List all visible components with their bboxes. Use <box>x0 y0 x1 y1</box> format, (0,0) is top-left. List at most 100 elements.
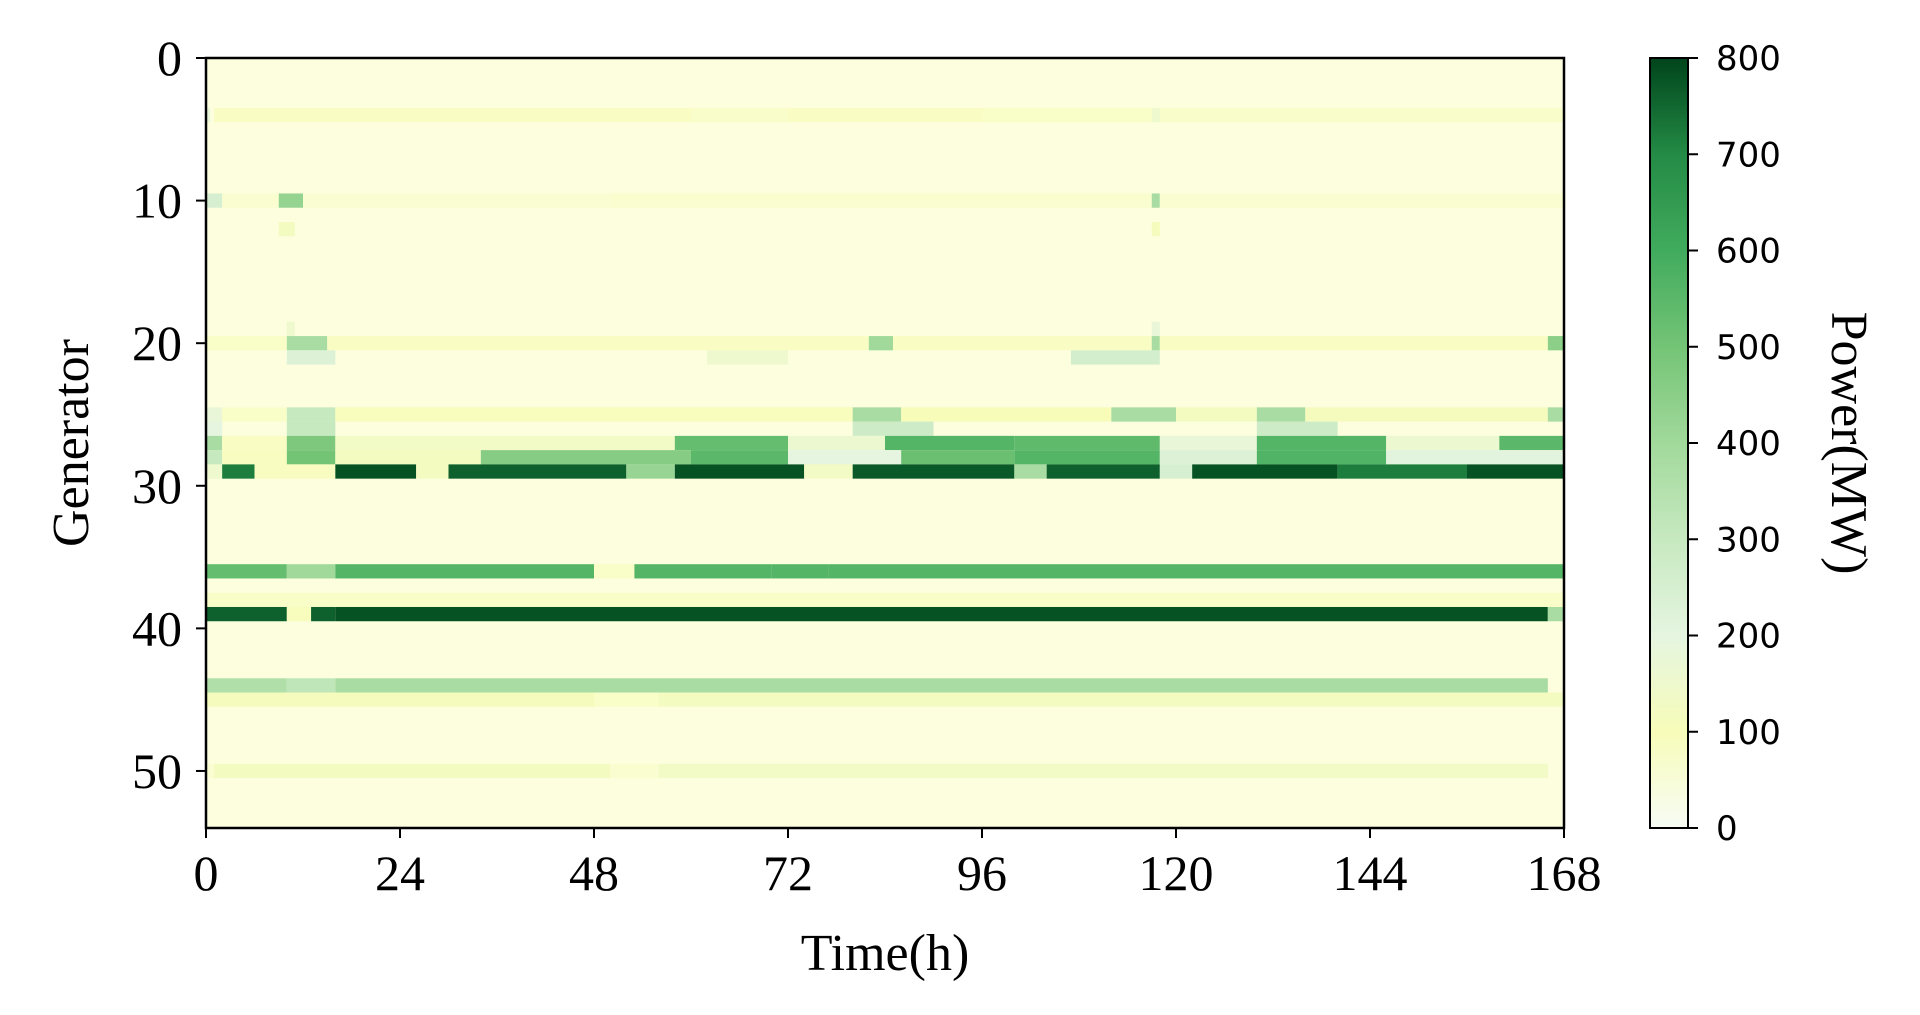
heatmap-cell <box>286 435 336 451</box>
heatmap-cell <box>788 107 982 123</box>
x-tick-label: 48 <box>569 845 619 901</box>
heatmap-cell <box>1159 336 1548 351</box>
heatmap-cell <box>828 564 1564 579</box>
heatmap-cell <box>448 464 627 479</box>
heatmap-cell <box>1547 407 1564 422</box>
heatmap-cell <box>885 435 1015 451</box>
heatmap-cell <box>634 564 772 579</box>
heatmap-cell <box>286 350 336 365</box>
heatmap-cell <box>206 606 287 622</box>
heatmap-cell <box>206 450 223 465</box>
heatmap-cell <box>1151 221 1160 237</box>
colorbar-tick-label: 0 <box>1716 809 1738 849</box>
heatmap-cell <box>311 606 336 622</box>
heatmap-cell <box>1337 464 1467 479</box>
heatmap-cell <box>674 464 805 479</box>
heatmap-cell <box>594 692 659 707</box>
heatmap-cell <box>674 435 788 451</box>
colorbar-tick-label: 700 <box>1716 135 1781 175</box>
colorbar-ticks: 0 100 200 300 400 500 600 700 800 <box>1688 39 1781 849</box>
heatmap-cell <box>335 564 594 579</box>
heatmap-cell <box>893 336 1160 351</box>
heatmap-cell <box>222 450 287 465</box>
x-tick-label: 120 <box>1139 845 1214 901</box>
heatmap-cell <box>868 336 894 351</box>
heatmap-cell <box>1159 107 1564 123</box>
heatmap-cell <box>1046 464 1160 479</box>
y-tick-label: 30 <box>132 458 182 514</box>
heatmap-cell <box>222 193 279 208</box>
heatmap-cell <box>771 564 829 579</box>
heatmap-cell <box>852 421 934 436</box>
heatmap-cell <box>1159 450 1257 465</box>
heatmap-cell <box>707 350 788 365</box>
heatmap-cell <box>206 407 223 422</box>
heatmap-cell <box>658 692 1564 707</box>
heatmap-cell <box>286 336 328 351</box>
heatmap-cell <box>286 678 336 693</box>
heatmap-cell <box>335 450 481 465</box>
heatmap-cell <box>1159 464 1193 479</box>
x-axis-title: Time(h) <box>801 925 970 982</box>
heatmap-cell <box>335 606 1548 622</box>
heatmap-cell <box>1467 464 1564 479</box>
y-tick-label: 50 <box>132 743 182 799</box>
heatmap-cell <box>480 450 691 465</box>
colorbar-tick-label: 300 <box>1716 520 1781 560</box>
heatmap-cell <box>335 435 675 451</box>
heatmap-cell <box>788 435 885 451</box>
heatmap-cell <box>1014 435 1160 451</box>
heatmap-cell <box>206 193 223 208</box>
heatmap-cell <box>1159 435 1257 451</box>
heatmap-cell <box>416 464 449 479</box>
heatmap-cell <box>1499 435 1564 451</box>
heatmap-cell <box>691 450 788 465</box>
heatmap-cell <box>286 606 312 622</box>
heatmap-cell <box>1386 450 1564 465</box>
heatmap-cell <box>1111 407 1176 422</box>
y-axis-ticks: 0 10 20 30 40 50 <box>132 30 206 799</box>
heatmap-cell <box>286 321 295 337</box>
y-axis-title: Generator <box>43 339 100 547</box>
heatmap-cell <box>222 464 255 479</box>
y-tick-label: 40 <box>132 600 182 656</box>
heatmap-cell <box>1176 407 1257 422</box>
heatmap-cell <box>1547 336 1564 351</box>
heatmap-cell <box>206 464 223 479</box>
x-tick-label: 144 <box>1333 845 1408 901</box>
heatmap-cell <box>788 450 902 465</box>
heatmap-cell <box>222 435 287 451</box>
heatmap-cell <box>626 464 675 479</box>
heatmap-cell <box>1256 421 1338 436</box>
x-axis-ticks: 0 24 48 72 96 120 144 168 <box>194 828 1602 901</box>
heatmap-cell <box>982 107 1160 123</box>
y-tick-label: 0 <box>157 30 182 86</box>
x-tick-label: 96 <box>957 845 1007 901</box>
colorbar-tick-label: 800 <box>1716 39 1781 79</box>
colorbar-tick-label: 600 <box>1716 232 1781 272</box>
x-tick-label: 24 <box>375 845 425 901</box>
heatmap-cell <box>1305 407 1548 422</box>
heatmap-cell <box>286 450 336 465</box>
heatmap-cell <box>278 193 303 208</box>
heatmap-cell <box>303 193 611 208</box>
heatmap-cell <box>335 678 1548 693</box>
colorbar-tick-label: 400 <box>1716 424 1781 464</box>
heatmap-cell <box>1256 407 1306 422</box>
heatmap-cell <box>206 336 287 351</box>
heatmap-cell <box>1256 435 1387 451</box>
heatmap-cell <box>1547 606 1564 622</box>
heatmap-cell <box>1151 321 1160 337</box>
heatmap-cell <box>214 107 691 123</box>
heatmap-cell <box>206 421 223 436</box>
colorbar-tick-label: 500 <box>1716 328 1781 368</box>
heatmap-cell <box>206 763 215 779</box>
heatmap-cell <box>335 407 853 422</box>
heatmap-cell <box>1256 450 1387 465</box>
heatmap-cell <box>214 763 611 779</box>
heatmap-cell <box>852 407 902 422</box>
heatmap-cell <box>286 421 336 436</box>
colorbar <box>1649 57 1689 829</box>
heatmap-cell <box>206 592 1564 607</box>
